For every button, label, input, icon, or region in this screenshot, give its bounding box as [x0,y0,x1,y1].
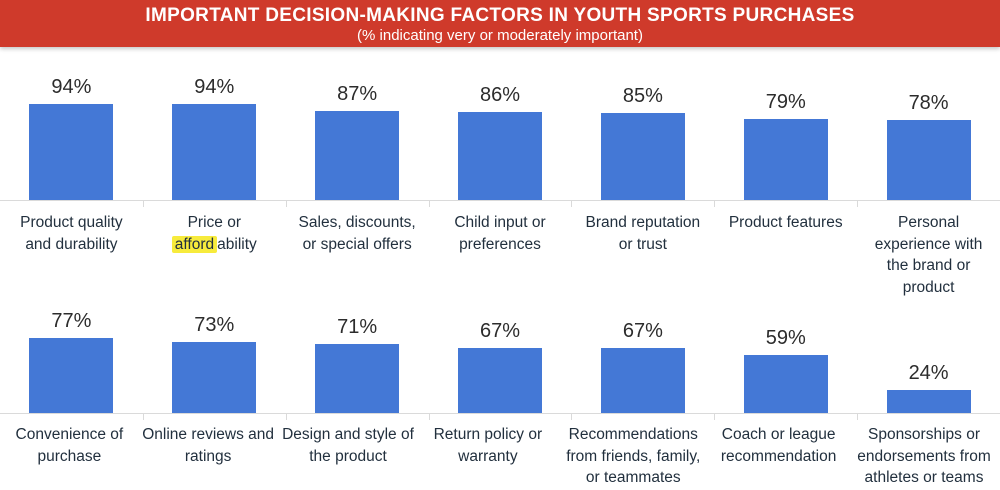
category-label: Child input or preferences [454,214,546,253]
bar [743,119,828,200]
bar [458,112,542,200]
category-label-cell: Product features [714,212,857,234]
axis-tick [142,200,144,207]
category-labels-bottom: Convenience of purchase Online reviews a… [0,424,1000,489]
bar-value-label: 59% [765,327,806,349]
bar-column: 86% [429,47,572,200]
bar-column: 71% [286,290,429,413]
category-label: Recommendations from friends, family, or… [566,426,701,486]
bar-row-top: 94% 94% 87% 86% 85% 79% 78% [0,47,1000,200]
category-label-cell: Brand reputation or trust [571,212,714,255]
category-label-cell: Coach or league recommendation [709,424,848,467]
axis-tick [428,200,430,207]
category-label-cell: Recommendations from friends, family, or… [557,424,709,489]
bar-column: 87% [286,47,429,200]
axis-tick [857,413,859,420]
category-label: Brand reputation or trust [585,214,701,253]
bar [743,355,828,413]
bar-value-label: 85% [622,85,663,107]
axis-tick [142,413,144,420]
category-label: Design and style of the product [282,426,414,465]
axis-line-top [0,200,1000,201]
bar-value-label: 94% [194,76,235,98]
bar-value-label: 77% [51,310,92,332]
category-label: Product quality and durability [20,214,123,253]
axis-tick [571,200,573,207]
bar [600,113,685,200]
axis-tick [714,413,716,420]
bar [458,348,542,413]
category-label-cell: Design and style of the product [278,424,419,467]
bar-value-label: 78% [908,92,949,114]
bar-value-label: 71% [337,316,378,338]
category-label-cell: Online reviews and ratings [139,424,278,467]
bar [29,338,114,413]
category-label: Personal experience with the brand or pr… [874,214,983,296]
category-label-cell: Convenience of purchase [0,424,139,467]
bar-column: 94% [0,47,143,200]
bar-value-label: 87% [337,83,378,105]
header-banner: IMPORTANT DECISION-MAKING FACTORS IN YOU… [0,0,1000,47]
axis-line-bottom [0,413,1000,414]
category-label: Return policy or warranty [433,426,543,465]
bar [315,344,400,413]
category-label-cell: Personal experience with the brand or pr… [857,212,1000,298]
bar [29,104,114,200]
category-labels-top: Product quality and durability Price or … [0,212,1000,298]
chart-title: IMPORTANT DECISION-MAKING FACTORS IN YOU… [145,5,855,26]
bar-row-bottom: 77% 73% 71% 67% 67% 59% 24% [0,290,1000,413]
category-label-cell: Sponsorships or endorsements from athlet… [848,424,1000,489]
category-label: Coach or league recommendation [720,426,837,465]
bar-column: 67% [571,290,714,413]
bar-column: 94% [143,47,286,200]
category-label-cell: Product quality and durability [0,212,143,255]
category-label: Price or afford ability [148,212,280,255]
chart-subtitle: (% indicating very or moderately importa… [357,27,643,44]
category-label: Online reviews and ratings [142,426,275,465]
bar-column: 24% [857,290,1000,413]
bar [600,348,685,413]
category-label-cell: Child input or preferences [429,212,572,255]
bar-column: 78% [857,47,1000,200]
axis-tick [571,413,573,420]
bar [172,342,257,413]
category-label-cell: Price or afford ability [143,212,286,255]
bar-column: 77% [0,290,143,413]
bar-value-label: 67% [479,320,521,342]
axis-tick [714,200,716,207]
category-label-cell: Sales, discounts, or special offers [286,212,429,255]
bar-value-label: 94% [51,76,92,98]
category-label: Sponsorships or endorsements from athlet… [857,426,991,486]
category-label: Convenience of purchase [15,426,124,465]
bar-column: 73% [143,290,286,413]
bar-value-label: 79% [765,91,806,113]
bar-column: 59% [714,290,857,413]
axis-tick [857,200,859,207]
bar-column: 85% [571,47,714,200]
category-label-cell: Return policy or warranty [419,424,558,467]
axis-tick [428,413,430,420]
highlighted-text: afford [171,235,218,253]
axis-tick [285,200,287,207]
bar-value-label: 67% [622,320,663,342]
bar-value-label: 86% [479,84,521,106]
category-label: Product features [728,214,843,231]
bar [315,111,400,200]
bar [172,104,257,200]
axis-tick [285,413,287,420]
bar-column: 67% [429,290,572,413]
bar [886,390,971,413]
bar [886,120,971,200]
bar-column: 79% [714,47,857,200]
bar-value-label: 73% [194,314,235,336]
bar-value-label: 24% [908,362,949,384]
category-label: Sales, discounts, or special offers [298,214,416,253]
